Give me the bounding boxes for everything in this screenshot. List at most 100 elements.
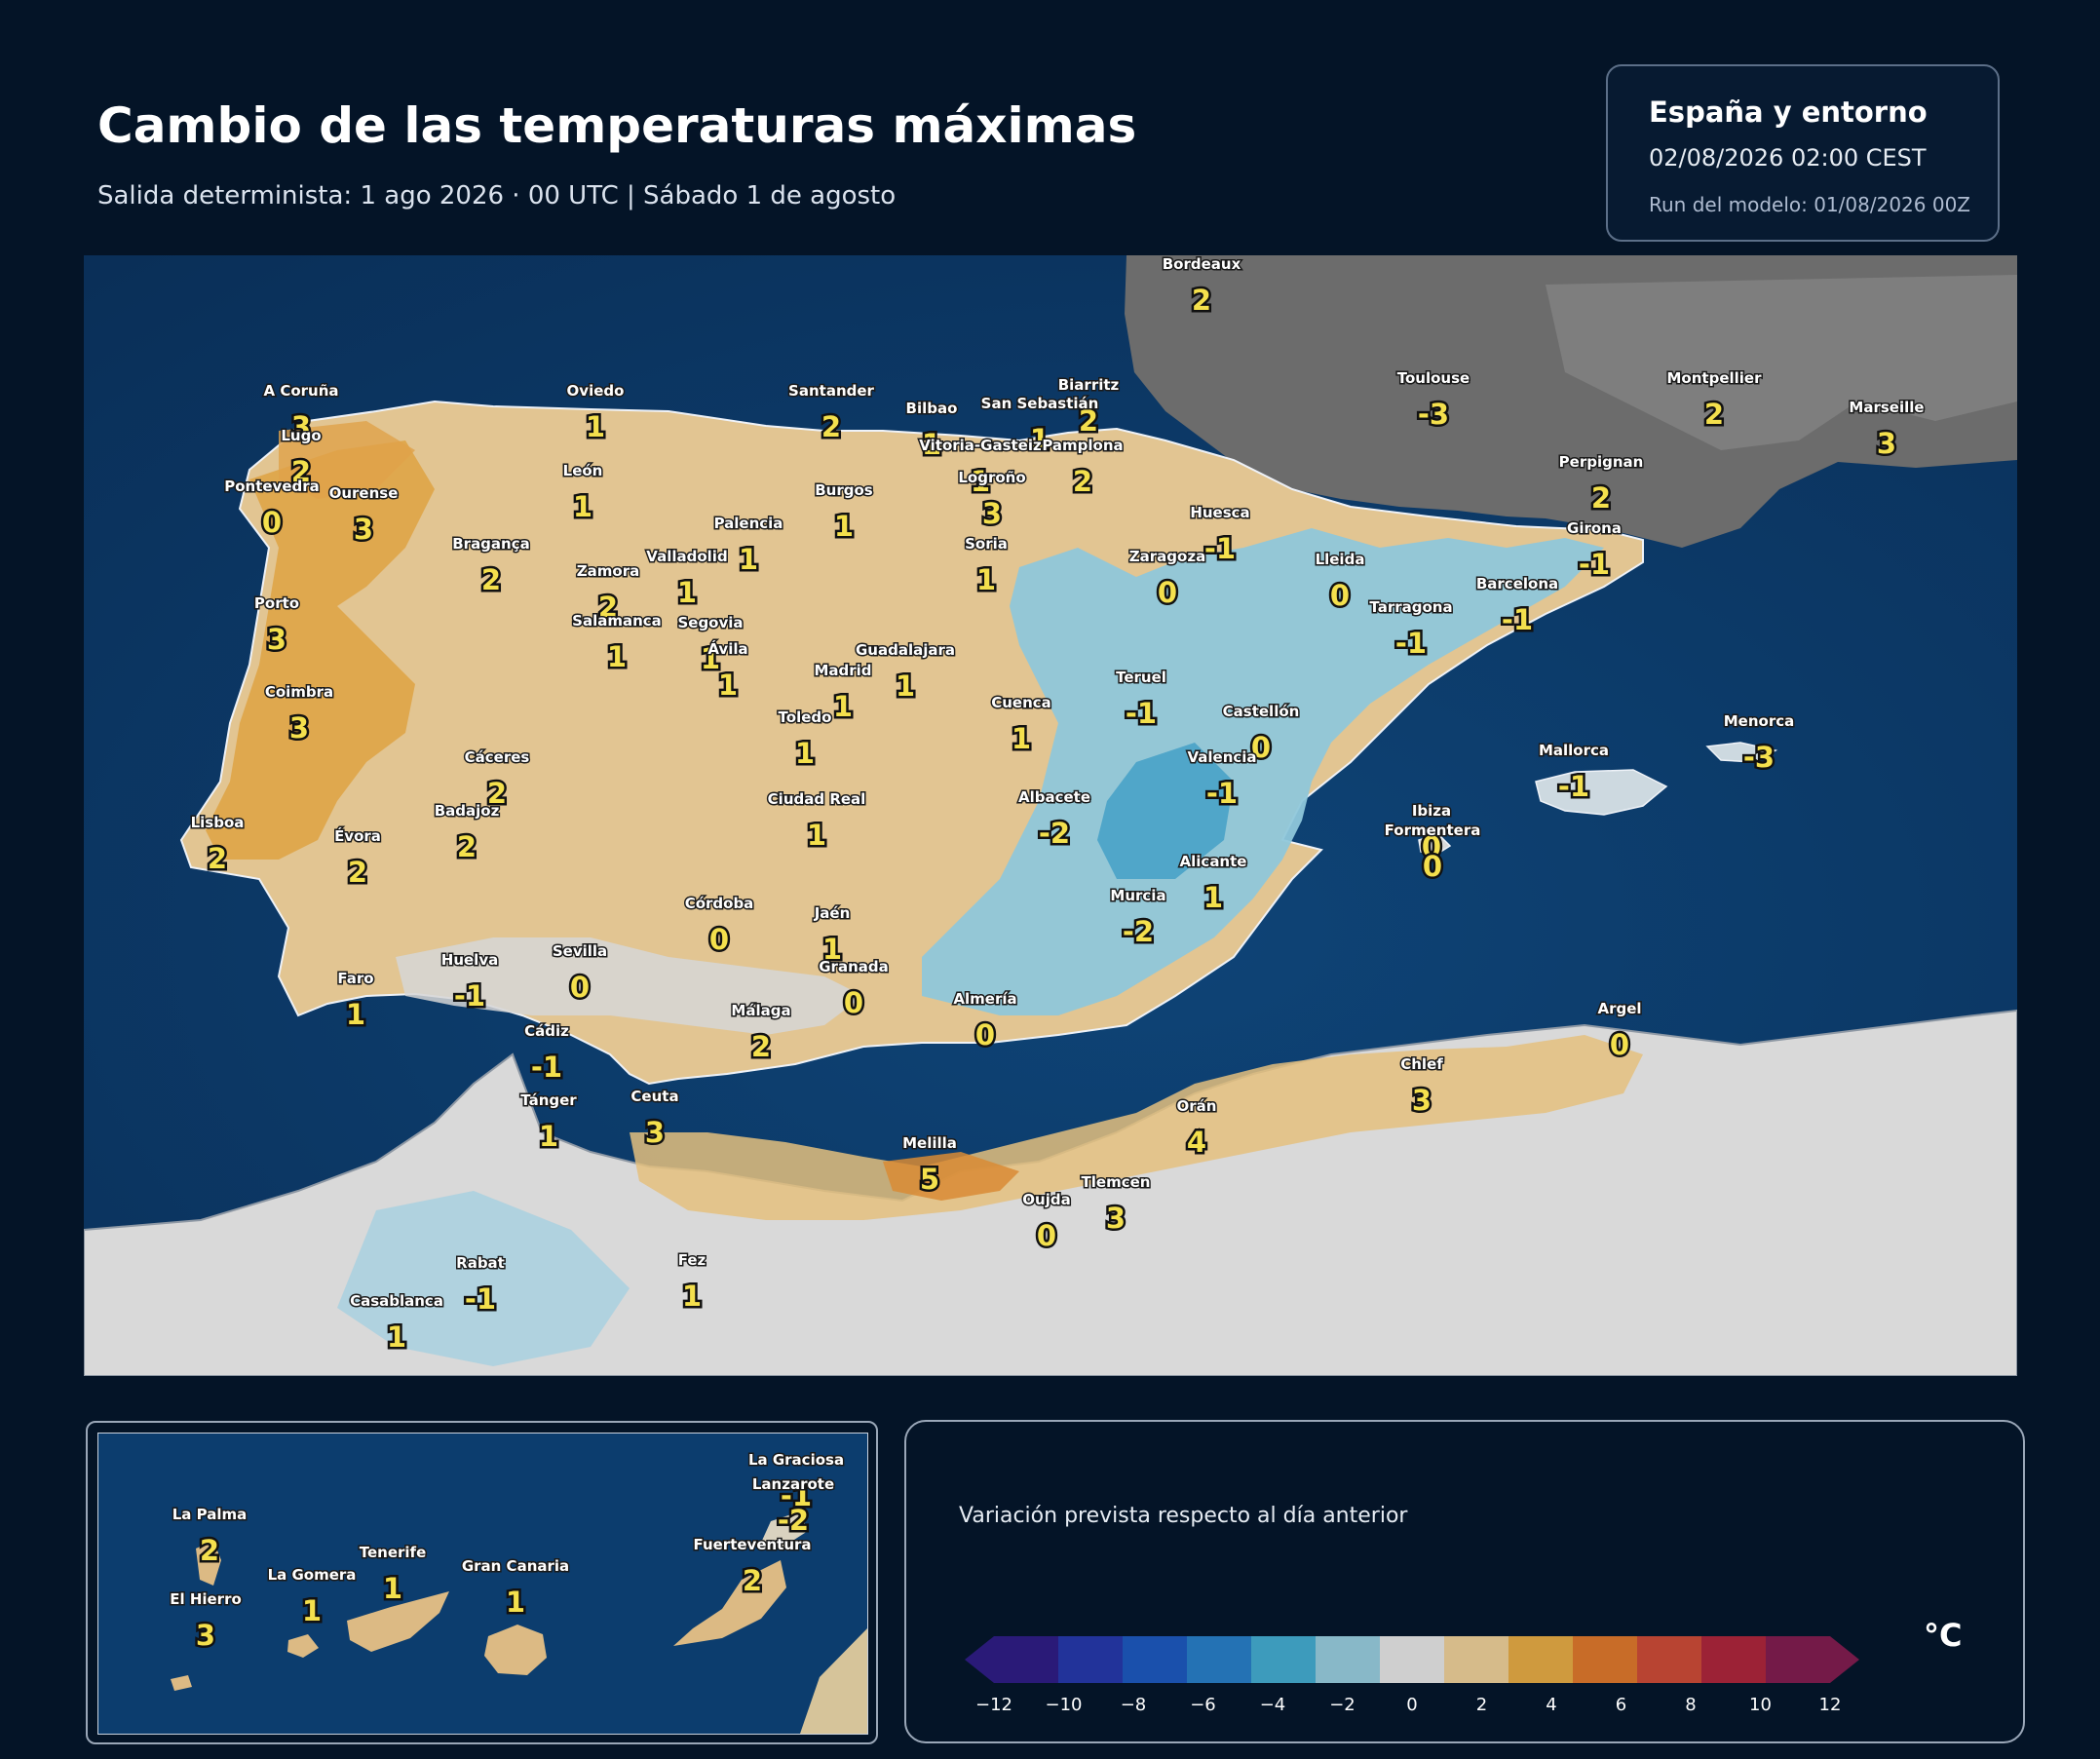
colorbar-bin [1058, 1636, 1123, 1683]
station-name-huelva: Huelva [441, 951, 498, 969]
station-name-cordoba: Córdoba [685, 895, 754, 912]
station-name-la-palma: La Palma [172, 1506, 248, 1523]
station-name-formentera: Formentera [1385, 822, 1481, 839]
north-africa-hot-area [883, 1152, 1019, 1201]
colorbar-tick-label: −4 [1260, 1695, 1286, 1715]
station-value-fuerteventura: 2 [743, 1564, 762, 1597]
station-value-rabat: -1 [465, 1282, 496, 1316]
station-name-fuerteventura: Fuerteventura [693, 1536, 811, 1553]
la-palma-island [196, 1541, 221, 1586]
station-value-santander: 2 [821, 410, 841, 443]
station-value-biarritz: 2 [1079, 404, 1098, 438]
station-name-mallorca: Mallorca [1539, 742, 1609, 759]
station-name-zaragoza: Zaragoza [1129, 548, 1205, 565]
station-name-barcelona: Barcelona [1476, 575, 1558, 593]
station-value-vitoria-gasteiz: 1 [971, 465, 990, 498]
station-value-salamanca: 1 [607, 640, 627, 673]
canarias-inset[interactable]: La Graciosa -1 Lanzarote -2 La Palma 2 Fuertev… [86, 1421, 878, 1744]
southwest-neutral-area [396, 937, 863, 1035]
colorbar-extend-high [1830, 1636, 1859, 1683]
station-name-oviedo: Oviedo [567, 382, 625, 400]
station-value-ciudad-real: 1 [807, 819, 826, 852]
colorbar-tick-label: 10 [1749, 1695, 1772, 1715]
station-name-guadalajara: Guadalajara [856, 641, 955, 659]
station-name-girona: Girona [1567, 519, 1622, 537]
mallorca-island [1535, 769, 1668, 816]
france-relief [1546, 275, 2017, 450]
colorbar-extend-low [965, 1636, 994, 1683]
map-canvas: Bordeaux 2 Toulouse -3 Montpellier 2 Marseille… [84, 255, 2017, 1376]
station-value-tlemcen: 3 [1106, 1202, 1126, 1235]
colorbar-tick-label: 8 [1685, 1695, 1696, 1715]
station-name-almeria: Almería [953, 990, 1016, 1008]
tenerife-island [347, 1591, 449, 1652]
station-name-a-coruna: A Coruña [263, 382, 338, 400]
station-value-cadiz: -1 [531, 1051, 562, 1084]
station-name-pontevedra: Pontevedra [224, 478, 320, 495]
station-name-palencia: Palencia [714, 515, 783, 532]
station-name-gran-canaria: Gran Canaria [462, 1557, 569, 1575]
station-value-ourense: 3 [354, 513, 373, 546]
station-value-la-gomera: 1 [302, 1594, 322, 1627]
station-value-badajoz: 2 [457, 830, 477, 863]
station-value-formentera: 0 [1423, 850, 1442, 883]
station-value-lleida: 0 [1330, 579, 1350, 612]
station-value-san-sebastian: 1 [1030, 423, 1050, 456]
station-value-porto: 3 [267, 623, 286, 656]
station-name-toulouse: Toulouse [1397, 369, 1470, 387]
station-name-biarritz: Biarritz [1058, 376, 1120, 394]
model-run: Run del modelo: 01/08/2026 00Z [1649, 193, 1971, 216]
station-name-lisboa: Lisboa [191, 814, 245, 831]
station-name-casablanca: Casablanca [350, 1292, 443, 1310]
station-value-segovia: 1 [701, 642, 720, 675]
run-info-box: España y entorno 02/08/2026 02:00 CEST R… [1606, 64, 2000, 242]
station-value-castellon: 0 [1251, 731, 1271, 764]
station-name-huesca: Huesca [1190, 504, 1249, 521]
la-gomera-island [287, 1634, 319, 1658]
menorca-island [1705, 742, 1778, 763]
station-value-alicante: 1 [1203, 881, 1223, 914]
north-africa-cool-area [337, 1191, 630, 1366]
station-name-evora: Évora [334, 826, 381, 845]
station-name-el-hierro: El Hierro [170, 1590, 242, 1608]
station-value-albacete: -2 [1039, 817, 1070, 850]
station-value-oviedo: 1 [586, 410, 605, 443]
station-name-pamplona: Pamplona [1042, 437, 1123, 454]
station-name-marseille: Marseille [1849, 399, 1924, 416]
station-name-caceres: Cáceres [465, 748, 530, 766]
station-value-ceuta: 3 [645, 1116, 665, 1149]
colorbar-bin [1251, 1636, 1316, 1683]
station-name-santander: Santander [788, 382, 874, 400]
station-name-valladolid: Valladolid [646, 548, 727, 565]
station-value-bordeaux: 2 [1192, 284, 1211, 317]
station-value-granada: 0 [844, 986, 863, 1019]
lanzarote-island [761, 1511, 808, 1549]
station-value-montpellier: 2 [1704, 398, 1724, 431]
colorbar-bin [1637, 1636, 1701, 1683]
station-name-tarragona: Tarragona [1369, 598, 1452, 616]
station-name-murcia: Murcia [1110, 887, 1165, 904]
station-name-cadiz: Cádiz [524, 1022, 569, 1040]
station-value-caceres: 2 [487, 777, 507, 810]
galicia-hot-area [279, 421, 415, 499]
main-map[interactable]: Bordeaux 2 Toulouse -3 Montpellier 2 Marseille… [84, 255, 2017, 1376]
station-name-madrid: Madrid [814, 662, 871, 679]
station-value-leon: 1 [573, 490, 592, 523]
station-name-faro: Faro [337, 970, 373, 987]
station-value-oujda: 0 [1037, 1219, 1056, 1252]
station-name-perpignan: Perpignan [1559, 453, 1644, 471]
station-value-madrid: 1 [833, 690, 853, 723]
station-name-valencia: Valencia [1187, 748, 1256, 766]
station-name-castellon: Castellón [1223, 703, 1300, 720]
station-value-almeria: 0 [975, 1018, 995, 1052]
region-label: España y entorno [1649, 96, 1928, 129]
station-value-menorca: -3 [1743, 741, 1775, 774]
station-value-avila: 1 [718, 669, 738, 702]
station-value-toulouse: -3 [1418, 398, 1449, 431]
station-name-ibiza: Ibiza [1412, 802, 1451, 820]
station-name-coimbra: Coimbra [265, 683, 333, 701]
station-value-braganca: 2 [481, 563, 501, 596]
africa-coast [800, 1628, 867, 1734]
valencia-cold-area [1097, 743, 1234, 879]
station-value-huelva: -1 [454, 979, 485, 1013]
